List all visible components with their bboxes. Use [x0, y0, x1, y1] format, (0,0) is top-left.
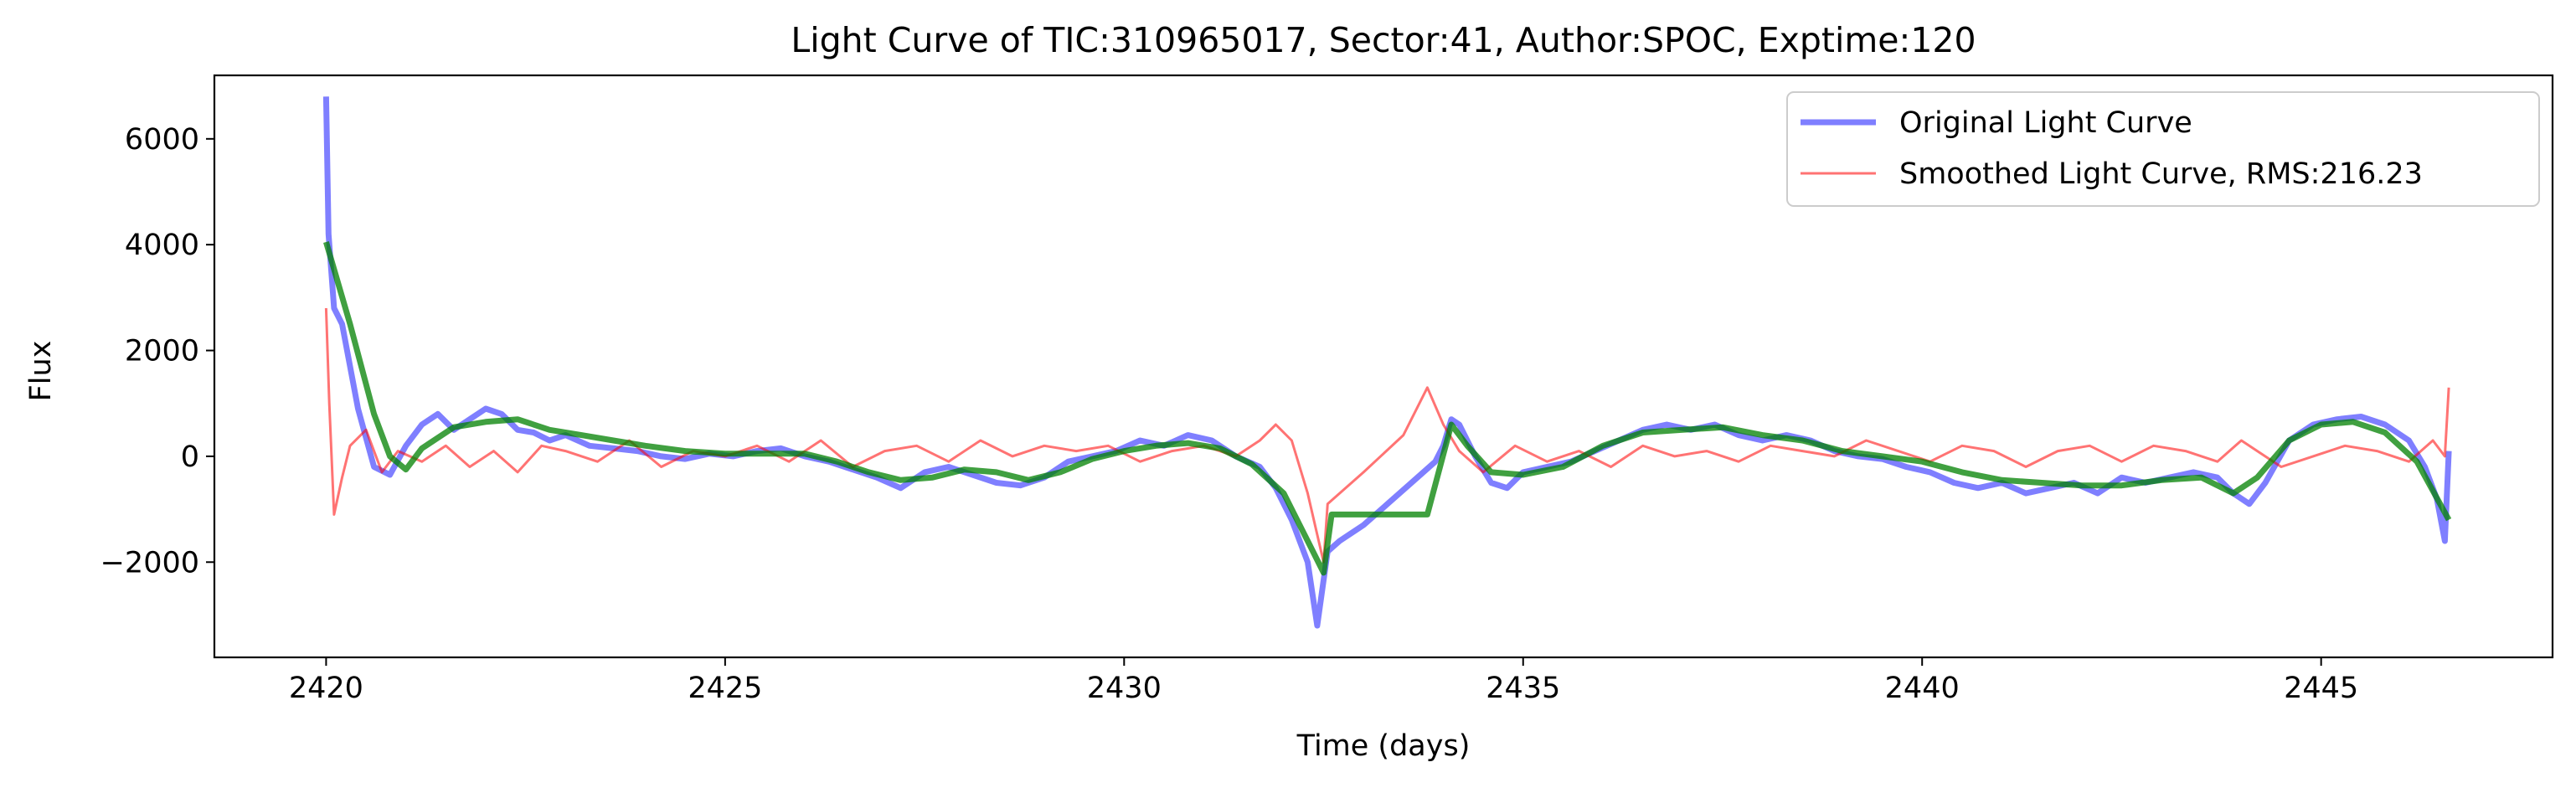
x-axis-label: Time (days)	[1296, 729, 1471, 763]
y-tick-label: 6000	[125, 123, 199, 157]
legend: Original Light Curve Smoothed Light Curv…	[1786, 91, 2540, 207]
x-tick-label: 2430	[1087, 672, 1162, 705]
chart-title: Light Curve of TIC:310965017, Sector:41,…	[791, 20, 1976, 60]
x-tick-label: 2440	[1885, 672, 1960, 705]
x-axis: 2420 2425 2430 2435 2440 2445	[289, 657, 2358, 705]
y-tick-label: −2000	[100, 546, 199, 579]
y-tick-label: 0	[181, 440, 199, 474]
plot-frame	[213, 74, 2554, 659]
legend-box	[1786, 91, 2540, 207]
legend-label-original: Original Light Curve	[1899, 106, 2192, 140]
y-axis-label: Flux	[24, 341, 58, 402]
y-tick-label: 4000	[125, 229, 199, 262]
series-line-2	[323, 241, 2452, 576]
x-tick-label: 2445	[2284, 672, 2358, 705]
series-layer	[322, 96, 2452, 629]
x-tick-label: 2420	[289, 672, 363, 705]
x-tick-label: 2425	[688, 672, 762, 705]
legend-label-smoothed: Smoothed Light Curve, RMS:216.23	[1899, 157, 2423, 191]
y-tick-label: 2000	[125, 335, 199, 368]
x-tick-label: 2435	[1486, 672, 1560, 705]
y-axis: −2000 0 2000 4000 6000	[100, 123, 214, 579]
